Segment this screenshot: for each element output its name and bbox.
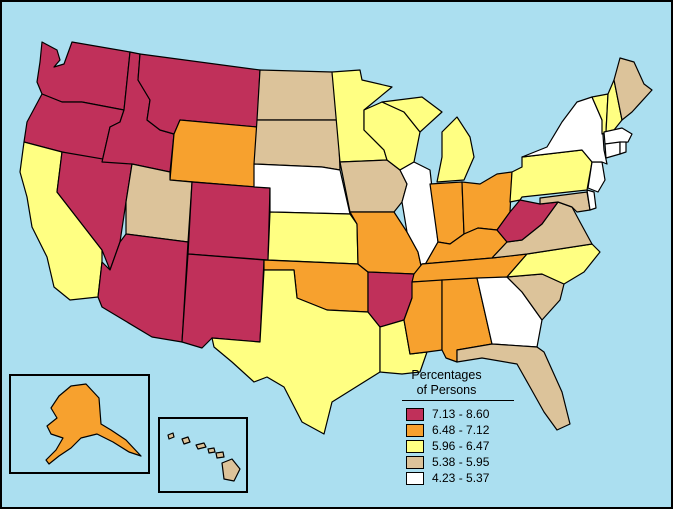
legend-swatch bbox=[406, 439, 424, 453]
state-wyoming[interactable] bbox=[169, 119, 258, 188]
state-new-hampshire[interactable] bbox=[605, 79, 623, 133]
legend-swatch bbox=[406, 455, 424, 469]
state-north-dakota[interactable] bbox=[256, 69, 339, 121]
legend-row: 7.13 - 8.60 bbox=[406, 406, 519, 422]
legend-title-line2: of Persons bbox=[416, 383, 477, 397]
legend-label: 6.48 - 7.12 bbox=[432, 423, 490, 437]
legend-divider bbox=[402, 400, 514, 401]
legend-title-line1: Percentages bbox=[411, 368, 482, 382]
hawaii-inset bbox=[158, 417, 248, 493]
legend-label: 7.13 - 8.60 bbox=[432, 407, 490, 421]
state-alaska[interactable] bbox=[45, 383, 142, 465]
state-florida[interactable] bbox=[456, 343, 571, 431]
state-kansas[interactable] bbox=[267, 211, 359, 265]
legend-row: 4.23 - 5.37 bbox=[406, 470, 519, 486]
alaska-inset bbox=[9, 374, 150, 474]
state-hawaii[interactable] bbox=[167, 432, 241, 482]
state-illinois[interactable] bbox=[399, 161, 439, 271]
legend-rows: 7.13 - 8.60 6.48 - 7.12 5.96 - 6.47 5.38… bbox=[384, 406, 519, 486]
alaska-map bbox=[45, 383, 142, 465]
state-connecticut[interactable] bbox=[604, 141, 621, 159]
legend-label: 5.38 - 5.95 bbox=[432, 455, 490, 469]
legend-swatch bbox=[406, 471, 424, 485]
state-delaware[interactable] bbox=[586, 189, 597, 211]
legend-row: 6.48 - 7.12 bbox=[406, 422, 519, 438]
legend: Percentages of Persons 7.13 - 8.60 6.48 … bbox=[384, 368, 519, 486]
legend-label: 4.23 - 5.37 bbox=[432, 471, 490, 485]
legend-swatch bbox=[406, 423, 424, 437]
state-new-mexico[interactable] bbox=[181, 253, 265, 349]
hawaii-map bbox=[167, 432, 241, 482]
state-new-york[interactable] bbox=[521, 96, 608, 165]
state-rhode-island[interactable] bbox=[619, 141, 627, 155]
state-michigan[interactable] bbox=[381, 96, 475, 183]
legend-label: 5.96 - 6.47 bbox=[432, 439, 490, 453]
state-colorado[interactable] bbox=[187, 181, 271, 261]
state-south-dakota[interactable] bbox=[253, 119, 341, 171]
legend-swatch bbox=[406, 407, 424, 421]
legend-row: 5.96 - 6.47 bbox=[406, 438, 519, 454]
state-texas[interactable] bbox=[211, 269, 381, 435]
state-massachusetts[interactable] bbox=[603, 127, 633, 145]
legend-row: 5.38 - 5.95 bbox=[406, 454, 519, 470]
state-maine[interactable] bbox=[613, 57, 653, 121]
